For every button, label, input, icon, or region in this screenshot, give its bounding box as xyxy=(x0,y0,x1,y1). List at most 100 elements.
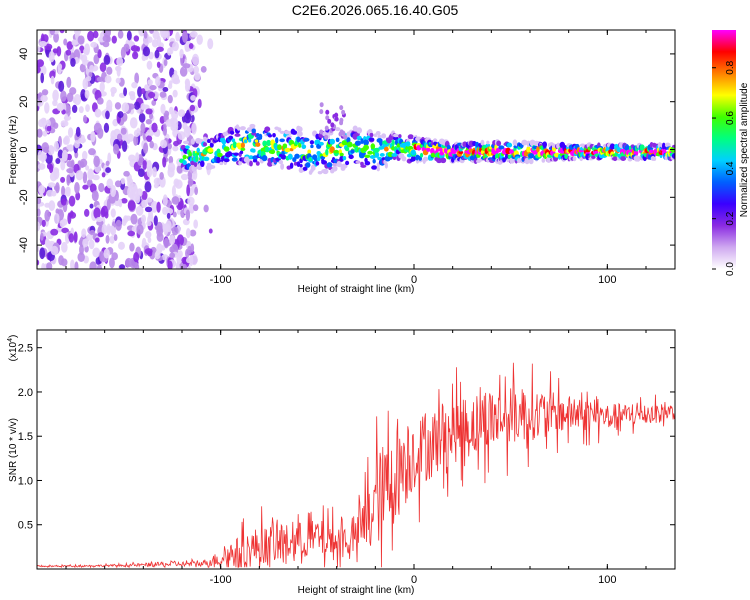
signal-cell xyxy=(318,141,324,146)
signal-cell xyxy=(352,125,358,132)
y-tick-label: 1.5 xyxy=(18,431,33,443)
noise-cell xyxy=(127,41,135,47)
signal-cell xyxy=(347,141,353,148)
signal-cell xyxy=(364,154,371,158)
signal-cell xyxy=(376,162,380,169)
noise-cell xyxy=(90,41,98,48)
noise-cell xyxy=(133,101,141,110)
noise-cell xyxy=(172,78,181,85)
noise-cell xyxy=(110,225,115,236)
noise-cell xyxy=(132,51,139,60)
signal-cell xyxy=(203,156,210,162)
noise-cell xyxy=(127,230,136,237)
noise-cell xyxy=(41,89,49,96)
noise-cell xyxy=(79,244,84,256)
colorbar-tick-label: 0.4 xyxy=(725,161,736,175)
signal-cell xyxy=(238,160,243,166)
signal-cell xyxy=(234,133,241,137)
noise-cell xyxy=(61,241,68,253)
noise-cell xyxy=(66,144,72,150)
noise-cell xyxy=(104,75,112,84)
noise-cell xyxy=(165,220,172,233)
noise-cell xyxy=(106,198,111,211)
noise-cell xyxy=(193,219,199,229)
noise-cell xyxy=(131,81,138,89)
noise-cell xyxy=(42,153,47,161)
noise-cell xyxy=(162,156,167,168)
noise-cell xyxy=(133,252,140,263)
colorbar-ticks: 0.0 0.2 0.4 0.6 0.8 xyxy=(712,60,736,276)
signal-cell xyxy=(302,166,308,171)
noise-cell xyxy=(82,78,89,90)
noise-cell xyxy=(153,215,158,227)
noise-cell xyxy=(162,194,168,207)
noise-cell xyxy=(102,41,110,48)
noise-cell xyxy=(52,48,59,54)
noise-cell xyxy=(82,184,89,190)
noise-cell xyxy=(70,159,75,169)
signal-cell xyxy=(305,162,311,168)
y-tick-label: 1.0 xyxy=(18,475,33,487)
noise-cell xyxy=(126,133,135,142)
signal-cell xyxy=(229,130,235,135)
y-tick-label: -20 xyxy=(18,189,30,205)
signal-cell xyxy=(193,161,198,167)
noise-cell xyxy=(120,198,128,204)
y-tick-label: -40 xyxy=(18,237,30,253)
noise-cell xyxy=(92,247,101,258)
y-tick-label: 2.5 xyxy=(18,343,33,355)
noise-cell xyxy=(148,209,153,220)
signal-cell xyxy=(372,158,376,164)
noise-cell xyxy=(154,225,162,231)
noise-cell xyxy=(71,104,78,114)
signal-cell xyxy=(356,135,362,141)
noise-cell xyxy=(85,75,92,82)
noise-cell xyxy=(73,231,78,243)
noise-cell xyxy=(135,205,144,216)
noise-cell xyxy=(92,174,100,181)
noise-cell xyxy=(81,228,87,238)
noise-cell xyxy=(92,30,99,39)
noise-cell xyxy=(179,48,184,59)
noise-cell xyxy=(88,148,96,156)
signal-cell xyxy=(298,142,302,148)
noise-cell xyxy=(177,109,186,117)
signal-cell xyxy=(277,144,282,151)
signal-cell xyxy=(317,170,323,175)
signal-spike-cell xyxy=(334,116,339,122)
signal-cell xyxy=(315,161,320,166)
signal-cell xyxy=(309,140,315,145)
signal-cell xyxy=(363,144,370,151)
figure-title: C2E6.2026.065.16.40.G05 xyxy=(291,2,459,18)
noise-cell xyxy=(37,65,41,74)
noise-cell xyxy=(156,129,161,137)
spectrogram-xlabel: Height of straight line (km) xyxy=(298,284,415,295)
noise-cell xyxy=(151,99,157,106)
signal-cell xyxy=(252,159,258,163)
noise-cell xyxy=(66,92,74,103)
noise-cell xyxy=(129,117,138,129)
signal-cell xyxy=(450,157,455,163)
signal-cell xyxy=(310,164,316,171)
noise-cell xyxy=(156,35,162,47)
noise-cell xyxy=(191,53,200,66)
y-tick-label: 0 xyxy=(18,146,30,152)
signal-cell xyxy=(307,149,312,155)
noise-cell xyxy=(172,211,177,218)
signal-cell xyxy=(219,161,224,166)
noise-cell xyxy=(57,63,63,71)
noise-cell xyxy=(98,182,105,193)
noise-cell xyxy=(177,131,186,141)
noise-cell xyxy=(188,43,194,50)
noise-cell xyxy=(147,79,153,86)
noise-cell xyxy=(149,112,154,120)
signal-cell xyxy=(261,155,268,162)
signal-cell xyxy=(639,144,645,151)
signal-cell xyxy=(360,138,364,145)
noise-cell xyxy=(127,200,136,211)
spectrogram-panel: -100 0 100 -40 -20 0 20 40 Height of straight l… xyxy=(8,29,676,295)
signal-cell xyxy=(202,142,208,147)
noise-cell xyxy=(192,169,198,180)
noise-cell xyxy=(128,154,136,162)
noise-cell xyxy=(75,170,84,181)
